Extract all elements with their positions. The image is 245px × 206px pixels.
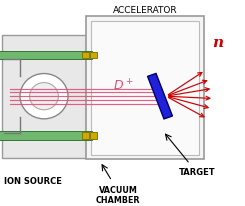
Bar xyxy=(86,131,92,140)
Text: n: n xyxy=(212,36,224,50)
Circle shape xyxy=(20,74,68,119)
Text: VACUUM
CHAMBER: VACUUM CHAMBER xyxy=(96,185,140,204)
Bar xyxy=(86,52,92,60)
Bar xyxy=(2,36,86,158)
Circle shape xyxy=(30,83,58,110)
Text: ION SOURCE: ION SOURCE xyxy=(4,176,62,185)
Polygon shape xyxy=(147,74,172,119)
Bar xyxy=(0,52,88,60)
Text: ACCELERATOR: ACCELERATOR xyxy=(113,6,177,15)
Bar xyxy=(86,17,204,160)
Bar xyxy=(91,22,199,155)
Bar xyxy=(90,53,97,59)
Text: TARGET: TARGET xyxy=(179,167,215,176)
Bar xyxy=(90,132,97,139)
Bar xyxy=(82,132,89,139)
Bar xyxy=(82,53,89,59)
Bar xyxy=(0,131,88,140)
Text: $D^+$: $D^+$ xyxy=(113,78,134,93)
